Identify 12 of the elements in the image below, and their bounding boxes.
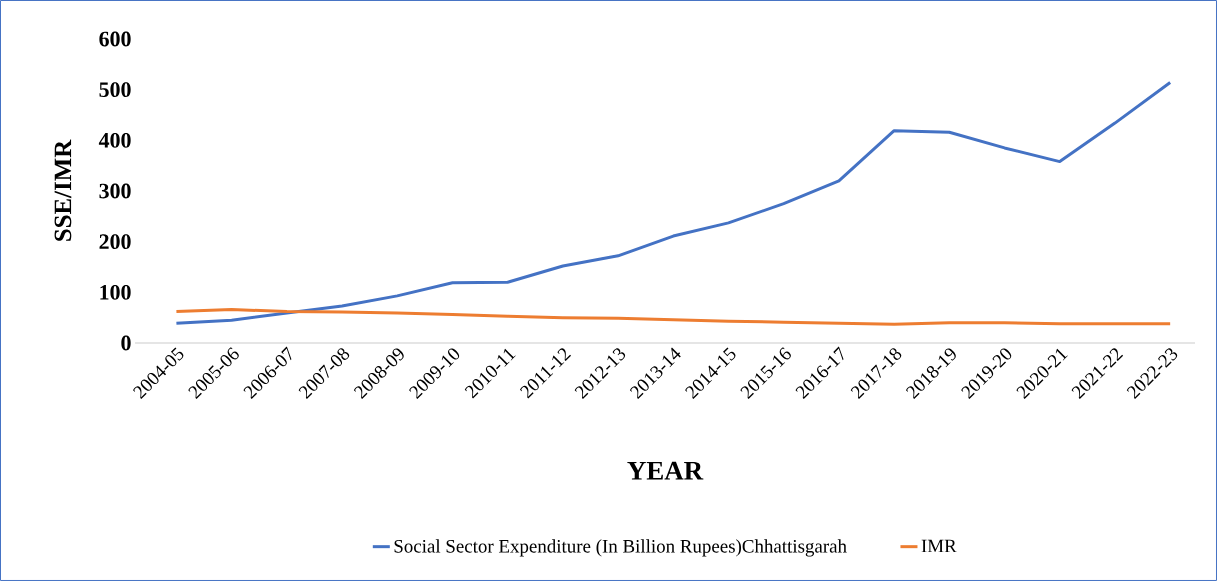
y-tick-label: 600 <box>99 31 131 47</box>
y-tick-label: 400 <box>98 132 131 148</box>
y-tick-label: 500 <box>99 82 131 98</box>
y-tick-label: 200 <box>99 234 131 250</box>
y-tick-label: 300 <box>99 183 131 199</box>
x-axis-title: YEAR <box>627 461 704 480</box>
legend-label: IMR <box>921 539 957 553</box>
y-tick-label: 100 <box>100 284 131 300</box>
y-axis-title: SSE/IMR <box>54 139 72 241</box>
legend-label: Social Sector Expenditure (In Billion Rupees)Chhattisgarah <box>394 539 847 557</box>
y-tick-label: 0 <box>121 335 131 351</box>
line-series <box>174 81 1172 325</box>
